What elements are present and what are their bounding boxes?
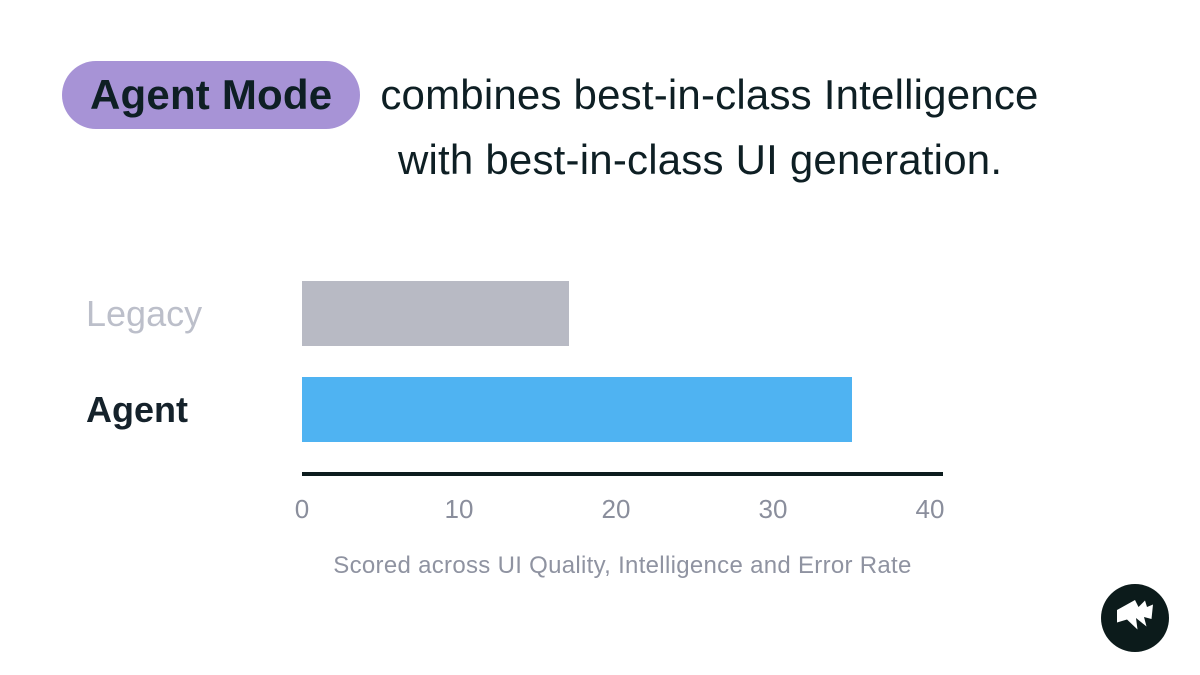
x-tick-40: 40 — [915, 494, 945, 524]
bar-legacy — [302, 281, 569, 346]
x-tick-10: 10 — [444, 494, 474, 524]
brand-logo — [1101, 584, 1169, 652]
chart-caption: Scored across UI Quality, Intelligence a… — [333, 552, 912, 579]
x-tick-0: 0 — [294, 494, 310, 524]
x-axis-line — [302, 472, 943, 476]
agent-mode-highlight-pill: Agent Mode — [62, 61, 361, 129]
headline-line1: Agent Mode combines best-in-class Intell… — [62, 60, 1039, 130]
bar-label-legacy: Legacy — [86, 293, 203, 334]
bar-label-agent: Agent — [86, 389, 188, 430]
headline-line1-text: combines best-in-class Intelligence — [380, 71, 1039, 118]
bar-agent — [302, 377, 852, 442]
headline-line2-text: with best-in-class UI generation. — [398, 136, 1003, 183]
brand-logo-icon — [1101, 584, 1169, 652]
x-tick-30: 30 — [758, 494, 788, 524]
x-tick-20: 20 — [601, 494, 631, 524]
